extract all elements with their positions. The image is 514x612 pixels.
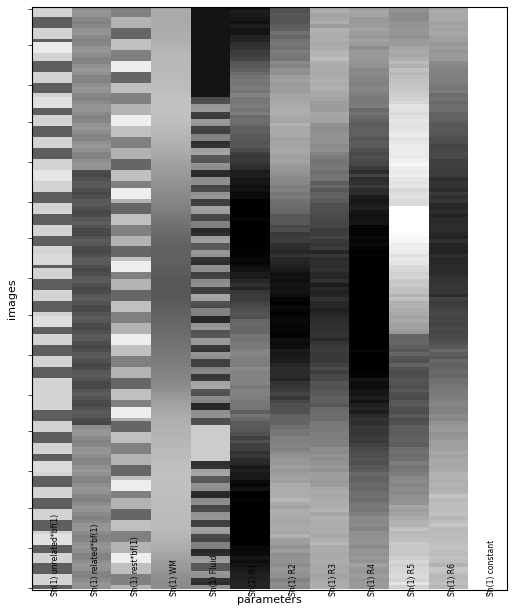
Y-axis label: images: images	[7, 278, 17, 318]
X-axis label: parameters: parameters	[237, 595, 302, 605]
